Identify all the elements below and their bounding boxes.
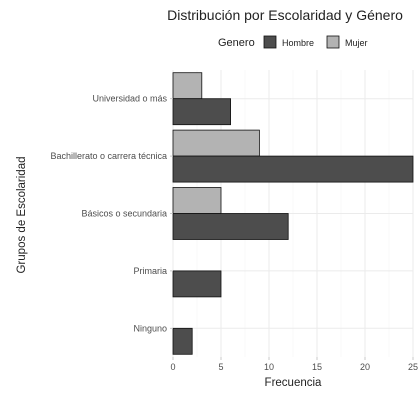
y-tick-label: Primaria (133, 266, 167, 276)
bar-mujer (172, 187, 222, 214)
y-tick-label: Bachillerato o carrera técnica (50, 151, 167, 161)
y-tick-label: Universidad o más (92, 94, 167, 104)
x-tick-label: 25 (408, 362, 418, 372)
x-tick-label: 15 (312, 362, 322, 372)
bar-hombre (172, 213, 289, 240)
legend-swatch-hombre (263, 35, 277, 49)
y-axis-label: Grupos de Escolaridad (16, 157, 28, 274)
bar-hombre (172, 155, 414, 183)
legend-title: Genero (218, 37, 255, 49)
chart-title: Distribución por Escolaridad y Género (167, 7, 403, 23)
bar-mujer (172, 72, 203, 100)
bars (172, 72, 414, 355)
x-tick-label: 10 (264, 362, 274, 372)
y-tick-label: Básicos o secundaria (81, 209, 167, 219)
bar-hombre (172, 98, 231, 126)
legend-label-hombre: Hombre (282, 38, 314, 48)
bar-hombre (172, 327, 193, 355)
x-tick-label: 0 (170, 362, 175, 372)
x-tick-label: 20 (360, 362, 370, 372)
y-axis-ticks: Universidad o más Bachillerato o carrera … (50, 94, 173, 333)
y-tick-label: Ninguno (133, 323, 167, 333)
x-axis-label: Frecuencia (265, 377, 322, 389)
x-axis-ticks: 0 5 10 15 20 25 (170, 357, 418, 372)
x-tick-label: 5 (218, 362, 223, 372)
bar-mujer (172, 129, 260, 157)
legend: Genero Hombre Mujer (218, 35, 368, 49)
bar-hombre (172, 270, 222, 298)
legend-swatch-mujer (326, 35, 340, 49)
legend-label-mujer: Mujer (345, 38, 368, 48)
